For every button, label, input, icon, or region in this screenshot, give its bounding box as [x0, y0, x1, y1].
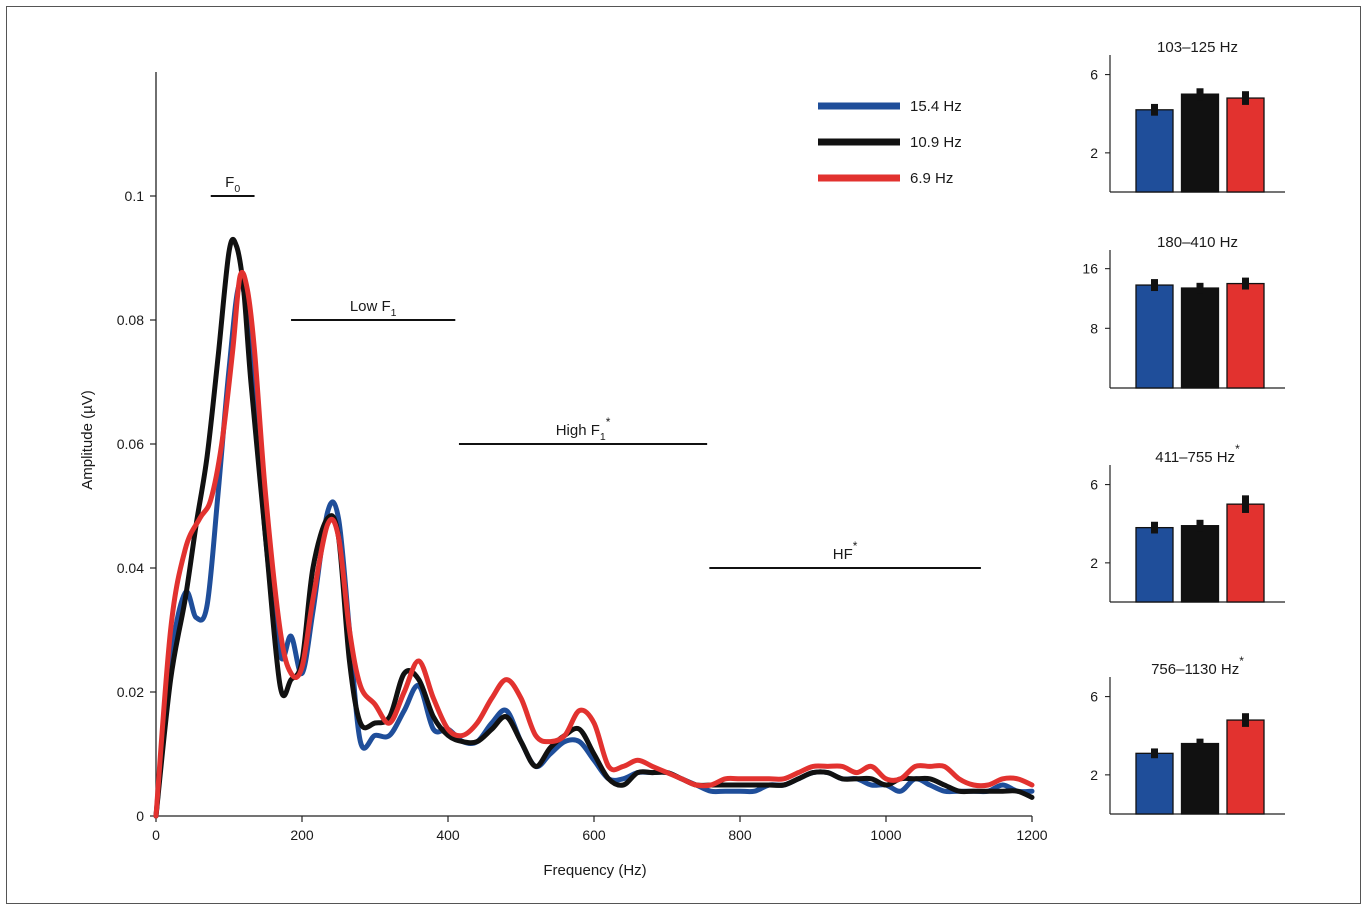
- error-bar: [1196, 282, 1204, 294]
- x-tick-label: 800: [728, 827, 752, 843]
- main-axes: 0 200 400 600 800 1000 1200 0 0.02 0.04 0.06 0.08 0.…: [117, 72, 1048, 843]
- spectrum-series: [153, 236, 1035, 819]
- bar: [1180, 93, 1220, 193]
- bar: [1180, 287, 1220, 389]
- panel-y-tick-label: 6: [1090, 689, 1098, 705]
- x-tick-label: 0: [152, 827, 160, 843]
- legend-label: 15.4 Hz: [910, 98, 962, 115]
- series-line: [153, 236, 1035, 819]
- panel-title: 411–755 Hz*: [1155, 442, 1240, 466]
- series-line: [153, 280, 1035, 819]
- error-bar: [1196, 519, 1204, 532]
- x-tick-label: 1200: [1016, 827, 1047, 843]
- legend: 15.4 Hz 10.9 Hz 6.9 Hz: [818, 98, 962, 187]
- error-bar: [1151, 748, 1158, 759]
- bar: [1135, 752, 1174, 815]
- error-bar: [1151, 103, 1158, 116]
- legend-label: 10.9 Hz: [910, 134, 962, 151]
- x-tick-label: 600: [582, 827, 606, 843]
- range-label: High F1*: [556, 415, 611, 443]
- bar: [1180, 742, 1220, 815]
- panel-title-superscript: *: [1235, 442, 1240, 456]
- panel-y-tick-label: 6: [1090, 67, 1098, 83]
- y-tick-label: 0.1: [125, 188, 145, 204]
- bar: [1226, 719, 1265, 815]
- range-label-text: F: [225, 174, 234, 191]
- figure-frame: [6, 6, 1361, 904]
- range-label-text: HF: [833, 546, 853, 563]
- panel-title-text: 411–755 Hz: [1155, 449, 1235, 466]
- panel-title-text: 180–410 Hz: [1157, 234, 1238, 251]
- error-bar: [1242, 91, 1249, 105]
- x-tick-label: 200: [290, 827, 314, 843]
- error-bar: [1242, 277, 1249, 290]
- panel-y-tick-label: 2: [1090, 145, 1098, 161]
- bar: [1135, 109, 1174, 193]
- error-bar: [1242, 713, 1249, 727]
- error-bar: [1242, 495, 1249, 513]
- error-bar: [1196, 738, 1204, 749]
- panel-title: 180–410 Hz: [1157, 234, 1238, 251]
- bar: [1180, 525, 1220, 603]
- panel-y-tick-label: 16: [1082, 261, 1098, 277]
- y-axis-label: Amplitude (µV): [79, 390, 96, 490]
- error-bar: [1151, 521, 1158, 534]
- legend-label: 6.9 Hz: [910, 170, 953, 187]
- y-tick-label: 0.06: [117, 436, 144, 452]
- series-line: [153, 269, 1035, 819]
- range-label-text: Low F: [350, 298, 391, 315]
- range-label-superscript: *: [606, 415, 611, 429]
- panel-title-text: 103–125 Hz: [1157, 39, 1238, 56]
- range-label-subscript: 1: [391, 307, 397, 319]
- range-label-subscript: 0: [234, 183, 240, 195]
- panel-title: 756–1130 Hz*: [1151, 654, 1244, 678]
- x-axis-label: Frequency (Hz): [543, 862, 646, 879]
- y-tick-label: 0.02: [117, 684, 144, 700]
- panel-title-text: 756–1130 Hz: [1151, 661, 1239, 678]
- bar-panel: 180–410 Hz 8 16: [1082, 234, 1285, 389]
- bar: [1226, 282, 1265, 389]
- bar-panel: 411–755 Hz* 2 6: [1090, 442, 1285, 603]
- range-label-superscript: *: [853, 539, 858, 553]
- range-label: HF*: [833, 539, 858, 563]
- y-tick-label: 0.04: [117, 560, 144, 576]
- y-tick-label: 0: [136, 808, 144, 824]
- y-tick-label: 0.08: [117, 312, 144, 328]
- panel-title: 103–125 Hz: [1157, 39, 1238, 56]
- panel-y-tick-label: 6: [1090, 477, 1098, 493]
- panel-y-tick-label: 2: [1090, 555, 1098, 571]
- range-label: F0: [225, 174, 240, 195]
- range-label: Low F1: [350, 298, 397, 319]
- panel-y-tick-label: 8: [1090, 320, 1098, 336]
- bar: [1135, 284, 1174, 389]
- range-label-text: High F: [556, 422, 600, 439]
- bar: [1135, 526, 1174, 603]
- panel-y-tick-label: 2: [1090, 767, 1098, 783]
- panel-title-superscript: *: [1239, 654, 1244, 668]
- bar-panel: 103–125 Hz 2 6: [1090, 39, 1285, 193]
- error-bar: [1151, 279, 1158, 292]
- x-tick-label: 400: [436, 827, 460, 843]
- error-bar: [1196, 88, 1204, 101]
- bar-panel: 756–1130 Hz* 2 6: [1090, 654, 1285, 815]
- bar: [1226, 503, 1265, 603]
- bar: [1226, 97, 1265, 193]
- range-label-subscript: 1: [600, 431, 606, 443]
- x-tick-label: 1000: [870, 827, 901, 843]
- spectrum-line-chart: 0 200 400 600 800 1000 1200 0 0.02 0.04 0.06 0.08 0.…: [79, 72, 1048, 879]
